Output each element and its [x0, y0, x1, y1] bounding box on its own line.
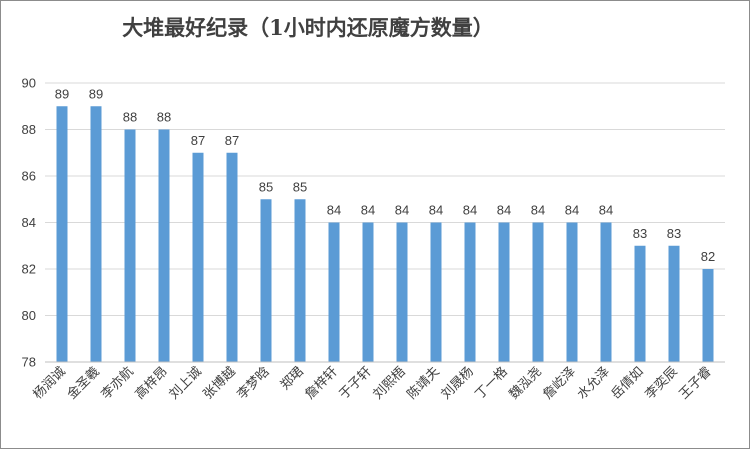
data-label: 88 [123, 110, 137, 125]
bar [668, 245, 680, 362]
bar [124, 129, 136, 362]
data-labels: 89 89 88 88 87 87 85 85 84 84 84 84 84 84 84 84 84 83 83 82 [55, 86, 715, 264]
data-label: 85 [293, 179, 307, 194]
bar [566, 222, 578, 362]
x-tick-label: 丁一格 [472, 364, 511, 403]
x-tick-label: 刘上诚 [167, 364, 205, 402]
data-label: 84 [497, 203, 511, 218]
bar [430, 222, 442, 362]
x-tick-label: 李奕辰 [642, 364, 681, 403]
bar [498, 222, 510, 362]
x-tick-label: 杨润诚 [31, 364, 69, 402]
x-tick-label: 岳倩如 [608, 364, 647, 403]
x-tick-label: 刘熙梧 [371, 364, 409, 402]
x-tick-label: 詹梓轩 [303, 364, 341, 402]
x-tick-label: 李梦晗 [234, 364, 273, 403]
x-tick-label: 詹屹泽 [541, 364, 579, 402]
bar [192, 152, 204, 362]
bar [260, 199, 272, 362]
x-tick-label: 水允泽 [574, 364, 613, 403]
data-label: 84 [327, 203, 341, 218]
data-label: 84 [395, 203, 409, 218]
data-label: 84 [565, 203, 579, 218]
x-tick-label: 金圣羲 [64, 364, 103, 403]
chart-title: 大堆最好纪录（1小时内还原魔方数量） [122, 15, 494, 40]
data-label: 87 [225, 133, 239, 148]
x-tick-label: 张博越 [201, 364, 239, 402]
x-tick-label: 刘晟杨 [439, 364, 477, 402]
data-label: 84 [531, 203, 545, 218]
x-tick-label: 于子轩 [337, 364, 375, 402]
bar [396, 222, 408, 362]
x-tick-label: 郑珺 [278, 364, 307, 393]
data-label: 89 [55, 86, 69, 101]
y-tick-label: 78 [22, 355, 36, 370]
data-label: 84 [361, 203, 375, 218]
y-axis-ticks: 78 80 82 84 86 88 90 [22, 76, 36, 370]
x-tick-label: 魏泓尧 [507, 364, 545, 402]
bar [56, 106, 68, 362]
bar [328, 222, 340, 362]
gridlines [45, 82, 725, 316]
data-label: 84 [599, 203, 613, 218]
data-label: 82 [701, 249, 715, 264]
y-tick-label: 90 [22, 76, 36, 91]
bar [464, 222, 476, 362]
bar [702, 269, 714, 362]
x-tick-label: 李亦航 [98, 364, 137, 403]
x-tick-label: 陈靖夫 [404, 364, 443, 403]
bar [634, 245, 646, 362]
data-label: 89 [89, 86, 103, 101]
bar [532, 222, 544, 362]
bar [600, 222, 612, 362]
y-tick-label: 88 [22, 122, 36, 137]
data-label: 83 [667, 226, 681, 241]
y-tick-label: 80 [22, 308, 36, 323]
data-label: 87 [191, 133, 205, 148]
x-tick-label: 高梓昂 [132, 364, 171, 403]
bar [90, 106, 102, 362]
x-tick-label: 王子睿 [677, 364, 715, 402]
y-tick-label: 82 [22, 262, 36, 277]
y-tick-label: 86 [22, 169, 36, 184]
bar [294, 199, 306, 362]
data-label: 84 [463, 203, 477, 218]
bar [158, 129, 170, 362]
data-label: 85 [259, 179, 273, 194]
data-label: 88 [157, 110, 171, 125]
y-tick-label: 84 [22, 215, 36, 230]
bars [56, 106, 714, 362]
bar [362, 222, 374, 362]
data-label: 84 [429, 203, 443, 218]
data-label: 83 [633, 226, 647, 241]
bar [226, 152, 238, 362]
